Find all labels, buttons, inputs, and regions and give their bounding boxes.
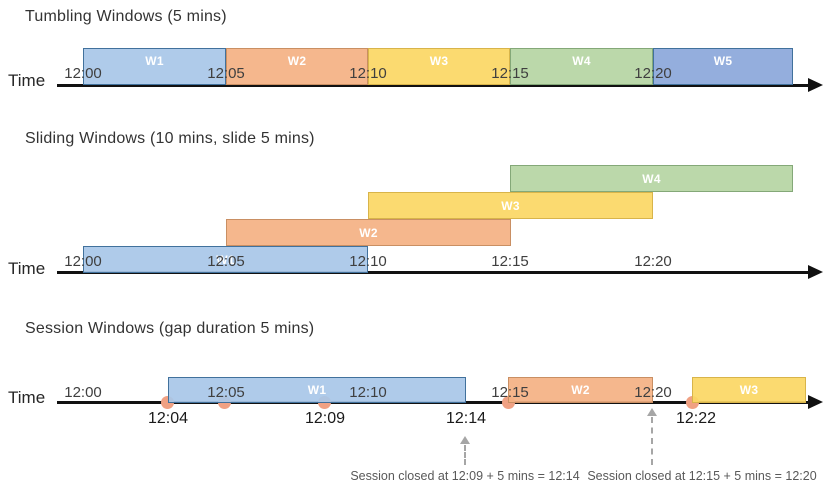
tick-label: 12:10 <box>349 384 387 401</box>
tick-label: 12:05 <box>207 253 245 270</box>
window-label: W5 <box>713 53 733 68</box>
tumbling-window-w1: W1 <box>83 48 226 85</box>
tick-label: 12:05 <box>207 65 245 82</box>
session-section-title: Session Windows (gap duration 5 mins) <box>25 320 315 337</box>
window-label: W3 <box>429 53 449 68</box>
sliding-window-w4: W4 <box>510 165 793 192</box>
axis-arrow-icon <box>808 265 823 279</box>
event-time-label: 12:14 <box>445 410 487 427</box>
sliding-window-w2: W2 <box>226 219 511 246</box>
tumbling-window-w4: W4 <box>510 48 653 85</box>
event-time-label: 12:09 <box>304 410 346 427</box>
window-label: W1 <box>216 252 235 267</box>
window-label: W2 <box>287 53 307 68</box>
axis-arrow-icon <box>808 78 823 92</box>
event-time-label: 12:22 <box>675 410 717 427</box>
tick-label: 12:20 <box>634 253 672 270</box>
tick-label: 12:05 <box>207 384 245 401</box>
tumbling-section-title: Tumbling Windows (5 mins) <box>25 8 227 25</box>
tumbling-window-w5: W5 <box>653 48 793 85</box>
tick-label: 12:20 <box>634 65 672 82</box>
tick-label: 12:00 <box>64 253 102 270</box>
time-axis <box>57 84 809 87</box>
arrow-up-icon <box>647 408 657 416</box>
tick-label: 12:00 <box>64 65 102 82</box>
window-label: W4 <box>572 53 591 68</box>
time-axis <box>57 271 809 274</box>
session-window-w1: W1 <box>168 377 466 403</box>
session-closed-annotation: Session closed at 12:09 + 5 mins = 12:14 <box>350 469 580 483</box>
tick-label: 12:15 <box>491 253 529 270</box>
window-label: W2 <box>359 225 378 240</box>
tick-label: 12:10 <box>349 253 387 270</box>
sliding-section-title: Sliding Windows (10 mins, slide 5 mins) <box>25 130 315 147</box>
window-label: W4 <box>642 171 661 186</box>
tumbling-window-w2: W2 <box>226 48 368 85</box>
session-window-w3: W3 <box>692 377 806 403</box>
arrow-up-icon <box>460 436 470 444</box>
tick-label: 12:15 <box>491 65 529 82</box>
sliding-window-w1: W1 <box>83 246 368 273</box>
dashed-arrow <box>464 445 466 465</box>
tumbling-window-w3: W3 <box>368 48 510 85</box>
window-label: W2 <box>571 383 590 397</box>
sliding-window-w3: W3 <box>368 192 653 219</box>
session-window-w2: W2 <box>508 377 653 403</box>
window-label: W1 <box>145 53 164 68</box>
tick-label: 12:15 <box>491 384 529 401</box>
event-time-label: 12:04 <box>147 410 189 427</box>
window-label: W1 <box>307 383 327 397</box>
dashed-arrow <box>651 417 653 465</box>
window-label: W3 <box>501 198 520 213</box>
time-axis-label: Time <box>8 259 46 278</box>
time-axis-label: Time <box>8 71 46 90</box>
time-axis-label: Time <box>8 388 46 407</box>
tick-label: 12:20 <box>634 384 672 401</box>
session-closed-annotation: Session closed at 12:15 + 5 mins = 12:20 <box>587 469 817 483</box>
tick-label: 12:00 <box>64 384 102 401</box>
tick-label: 12:10 <box>349 65 387 82</box>
window-label: W3 <box>739 383 759 397</box>
axis-arrow-icon <box>808 395 823 409</box>
